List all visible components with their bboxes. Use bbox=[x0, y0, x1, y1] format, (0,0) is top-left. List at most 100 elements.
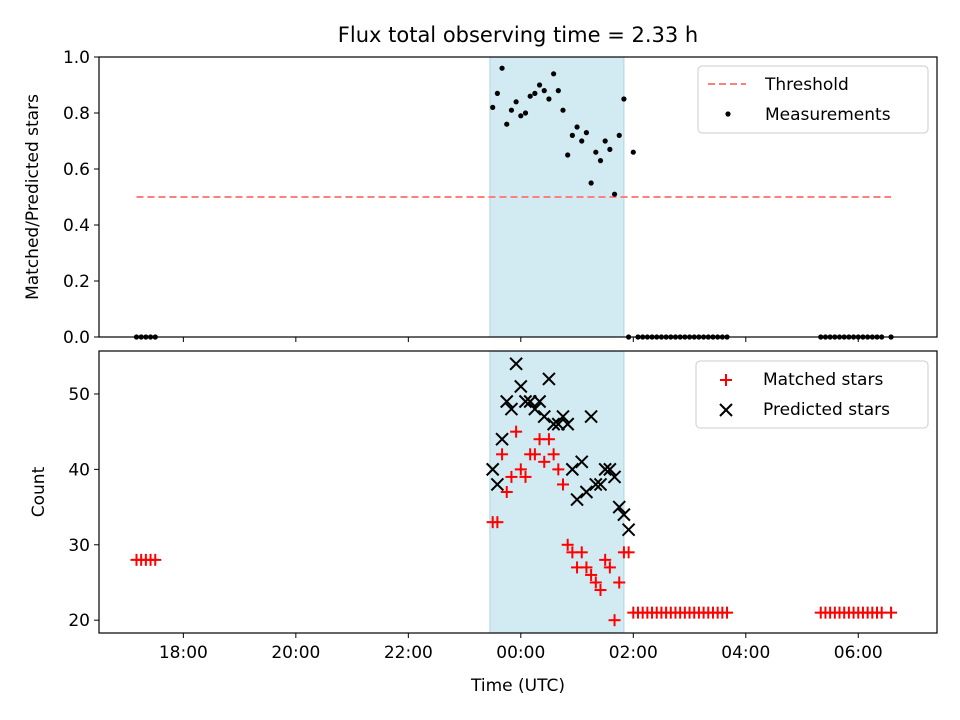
predicted-star-point bbox=[518, 394, 533, 409]
x-tick-label: 18:00 bbox=[159, 643, 208, 663]
bottom-y-tick-label: 30 bbox=[68, 536, 90, 556]
predicted-star-point bbox=[504, 402, 519, 416]
matched-star-point bbox=[519, 470, 532, 483]
matched-star-point bbox=[510, 425, 523, 438]
matched-star-point bbox=[599, 553, 612, 566]
measurement-point bbox=[513, 99, 519, 105]
measurement-point bbox=[569, 132, 575, 138]
measurement-point bbox=[522, 110, 529, 116]
matched-star-point bbox=[603, 561, 616, 574]
predicted-star-point bbox=[617, 507, 631, 522]
measurement-point bbox=[546, 96, 552, 102]
bottom-y-tick-label: 50 bbox=[68, 385, 90, 405]
predicted-star-point bbox=[546, 417, 561, 431]
measurement-point bbox=[621, 96, 627, 102]
matched-star-point bbox=[556, 478, 569, 491]
bottom-y-tick-label: 20 bbox=[68, 611, 90, 631]
bottom-legend: Matched stars Predicted stars bbox=[695, 360, 929, 429]
top-y-tick-label: 1.0 bbox=[63, 48, 90, 68]
measurement-point bbox=[565, 152, 571, 158]
measurement-point bbox=[527, 93, 533, 99]
x-tick-label: 04:00 bbox=[721, 643, 770, 663]
predicted-star-point bbox=[621, 522, 636, 537]
measurement-point bbox=[583, 130, 590, 136]
measurement-point bbox=[602, 138, 608, 144]
predicted-star-point bbox=[495, 432, 509, 446]
top-y-tick-label: 0.2 bbox=[63, 272, 90, 292]
measurement-point bbox=[579, 138, 585, 144]
measurement-point bbox=[490, 104, 496, 110]
measurement-point bbox=[536, 82, 543, 88]
matched-star-point bbox=[542, 433, 555, 446]
matched-star-point bbox=[594, 584, 607, 597]
matched-star-point bbox=[622, 546, 635, 559]
predicted-star-point bbox=[598, 462, 612, 477]
matched-star-point bbox=[496, 448, 509, 461]
matched-star-point bbox=[721, 606, 734, 619]
x-tick-label: 22:00 bbox=[384, 643, 433, 663]
predicted-star-point bbox=[607, 470, 622, 484]
x-axis-label: Time (UTC) bbox=[470, 676, 565, 696]
predicted-star-point bbox=[612, 500, 626, 514]
predicted-star-point bbox=[603, 462, 617, 477]
predicted-star-point bbox=[584, 409, 598, 424]
predicted-star-point bbox=[575, 455, 589, 469]
measurement-point bbox=[532, 90, 538, 96]
top-y-axis-label: Matched/Predicted stars bbox=[23, 94, 43, 300]
matched-star-point bbox=[613, 576, 626, 589]
matched-star-point bbox=[491, 516, 504, 529]
measurement-point bbox=[574, 124, 580, 130]
top-legend-box bbox=[697, 65, 929, 134]
predicted-star-point bbox=[532, 394, 547, 409]
predicted-star-point bbox=[528, 402, 542, 416]
top-y-tick-label: 0.8 bbox=[63, 104, 90, 124]
predicted-star-point bbox=[514, 379, 528, 394]
predicted-star-point bbox=[560, 417, 575, 431]
top-y-tick-label: 0.0 bbox=[63, 328, 90, 348]
predicted-star-point bbox=[570, 492, 584, 507]
matched-star-point bbox=[580, 561, 593, 574]
bottom-y-tick-label: 40 bbox=[68, 460, 90, 480]
legend-predicted-swatch bbox=[719, 403, 733, 417]
measurement-point bbox=[518, 113, 524, 119]
predicted-star-point bbox=[542, 372, 556, 386]
x-tick-label: 02:00 bbox=[609, 643, 658, 663]
matched-star-point bbox=[514, 463, 527, 476]
top-plot-frame bbox=[98, 56, 938, 338]
predicted-star-point bbox=[589, 477, 603, 492]
bottom-plot-frame bbox=[98, 350, 938, 634]
bottom-legend-box bbox=[695, 360, 929, 429]
x-tick-label: 06:00 bbox=[834, 643, 883, 663]
legend-matched-label: Matched stars bbox=[763, 370, 883, 390]
measurement-point bbox=[611, 191, 618, 197]
x-tick-label: 20:00 bbox=[271, 643, 320, 663]
measurement-point bbox=[494, 90, 500, 96]
measurement-point bbox=[597, 158, 604, 164]
chart-title: Flux total observing time = 2.33 h bbox=[338, 23, 698, 47]
matched-star-point bbox=[589, 576, 602, 589]
predicted-star-point bbox=[556, 409, 570, 424]
matched-star-point bbox=[885, 606, 898, 619]
measurement-point bbox=[504, 121, 510, 127]
predicted-star-point bbox=[490, 477, 505, 492]
matched-star-point bbox=[585, 568, 598, 581]
measurement-point bbox=[607, 146, 613, 152]
top-y-tick-label: 0.4 bbox=[63, 216, 90, 236]
top-legend: Threshold Measurements bbox=[697, 65, 929, 134]
predicted-star-point bbox=[500, 394, 514, 409]
measurement-point bbox=[630, 149, 636, 155]
matched-star-point bbox=[547, 448, 560, 461]
measurement-point bbox=[593, 149, 599, 155]
matched-star-point bbox=[561, 538, 574, 551]
predicted-star-point bbox=[537, 409, 551, 424]
legend-measurements-label: Measurements bbox=[765, 105, 891, 125]
legend-measurements-swatch bbox=[725, 111, 731, 117]
predicted-star-point bbox=[565, 462, 580, 477]
x-tick-label: 00:00 bbox=[496, 643, 545, 663]
matched-star-point bbox=[505, 470, 518, 483]
measurement-point bbox=[508, 107, 515, 113]
legend-matched-swatch bbox=[720, 374, 732, 386]
matched-star-point bbox=[528, 448, 541, 461]
predicted-star-point bbox=[509, 357, 523, 371]
